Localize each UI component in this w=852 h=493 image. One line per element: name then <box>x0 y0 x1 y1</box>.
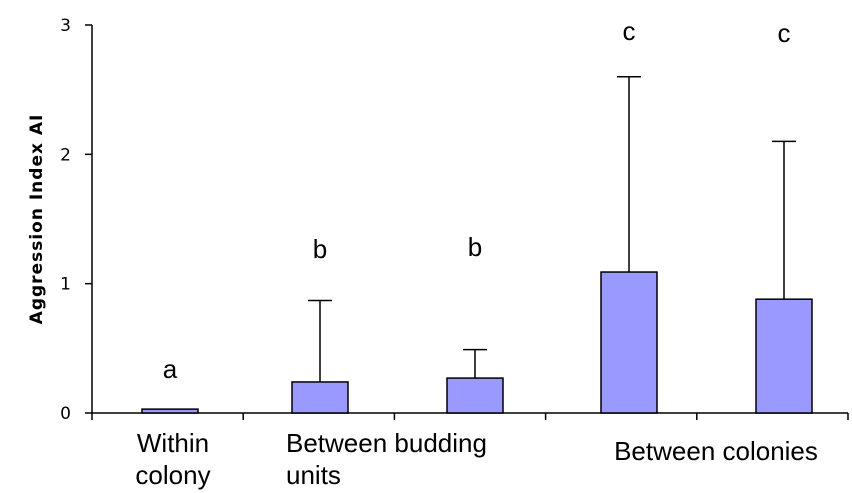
bar <box>755 298 813 414</box>
bar <box>291 381 349 414</box>
significance-label: c <box>623 16 636 46</box>
y-tick-label: 0 <box>60 404 71 424</box>
y-tick-label: 1 <box>60 275 71 295</box>
significance-label: a <box>163 354 178 384</box>
group-label-line: Within <box>137 428 209 458</box>
bar <box>141 408 199 414</box>
group-label-line: Between budding <box>286 428 487 458</box>
group-label-line: colony <box>135 460 210 490</box>
group-label: Between colonies <box>614 436 818 466</box>
bar <box>600 271 658 414</box>
y-axis-label: Aggression Index AI <box>27 114 47 325</box>
group-label: Between budding units <box>286 428 487 490</box>
axes: 0 1 2 3 <box>60 16 849 424</box>
group-label-line: units <box>286 460 341 490</box>
bars <box>141 75 813 414</box>
y-tick-label: 3 <box>60 16 71 36</box>
group-label: Within colony <box>135 428 210 490</box>
significance-label: b <box>468 232 482 262</box>
bar <box>446 377 504 414</box>
significance-label: c <box>778 18 791 48</box>
y-tick-label: 2 <box>60 145 71 165</box>
significance-label: b <box>313 234 327 264</box>
group-label-line: Between colonies <box>614 436 818 466</box>
labels: Aggression Index AI a b b c c Within colony Betw… <box>27 16 818 490</box>
